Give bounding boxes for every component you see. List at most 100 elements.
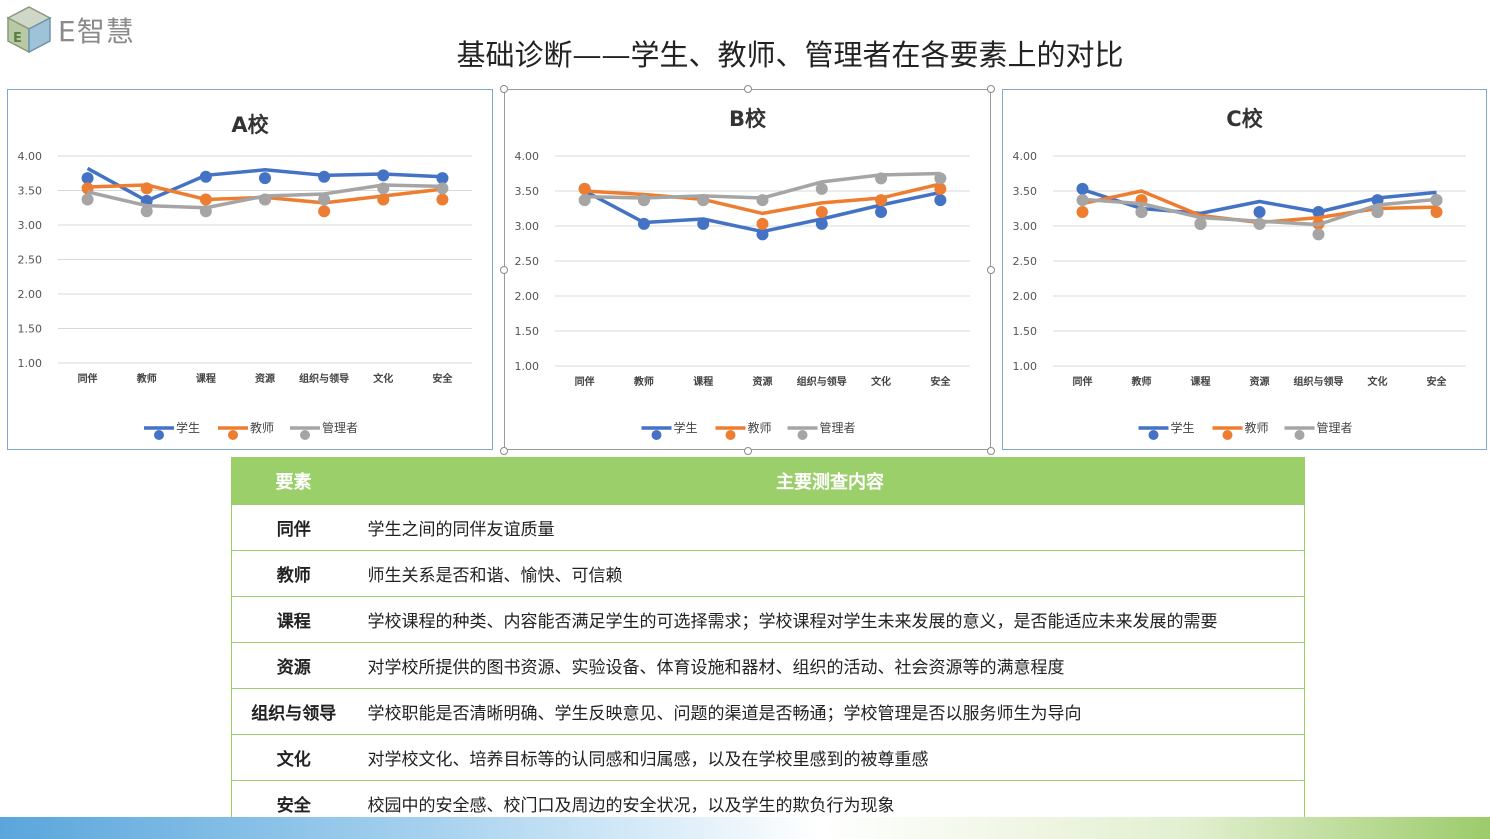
resize-handle-tr[interactable] <box>987 85 995 93</box>
legend-label-admin: 管理者 <box>1317 420 1353 435</box>
data-point-student <box>934 194 947 207</box>
legend-label-admin: 管理者 <box>322 420 358 435</box>
y-tick-label: 1.50 <box>18 323 43 336</box>
y-tick-label: 3.00 <box>515 220 540 233</box>
legend-label-teacher: 教师 <box>250 420 274 435</box>
data-point-admin <box>1371 206 1384 218</box>
brand-name: E智慧 <box>58 15 135 48</box>
x-tick-label: 课程 <box>196 372 216 385</box>
x-tick-label: 教师 <box>136 372 157 385</box>
data-point-admin <box>934 172 947 185</box>
row-content: 对学校文化、培养目标等的认同感和归属感，以及在学校里感到的被尊重感 <box>355 734 1305 781</box>
legend-label-student: 学生 <box>1171 420 1195 435</box>
data-point-admin <box>637 194 650 207</box>
x-tick-label: 教师 <box>633 375 654 388</box>
row-content: 师生关系是否和谐、愉快、可信赖 <box>355 550 1305 597</box>
y-tick-label: 1.00 <box>1013 360 1038 373</box>
brand-logo: E E智慧 <box>4 4 154 56</box>
legend-marker-teacher <box>1222 430 1233 440</box>
data-point-student <box>377 169 390 182</box>
legend-marker-student <box>1148 430 1159 440</box>
resize-handle-tc[interactable] <box>744 85 752 93</box>
y-tick-label: 4.00 <box>515 150 540 163</box>
data-point-admin <box>377 182 390 195</box>
y-tick-label: 1.50 <box>515 325 540 338</box>
table-row: 教师 师生关系是否和谐、愉快、可信赖 <box>231 550 1305 597</box>
data-point-teacher <box>934 182 947 195</box>
x-tick-label: 组织与领导 <box>299 372 349 385</box>
data-point-student <box>756 228 769 241</box>
row-element: 课程 <box>231 596 356 643</box>
y-tick-label: 3.50 <box>515 185 540 198</box>
data-point-student <box>1253 206 1266 218</box>
y-tick-label: 2.50 <box>515 255 540 268</box>
element-table: 要素 主要测查内容 同伴 学生之间的同伴友谊质量 教师 师生关系是否和谐、愉快、… <box>231 457 1305 827</box>
data-point-student <box>436 172 449 185</box>
resize-handle-br[interactable] <box>987 447 995 455</box>
data-point-admin <box>578 194 591 207</box>
x-tick-label: 课程 <box>1191 375 1211 388</box>
row-element: 同伴 <box>231 504 356 551</box>
table-row: 同伴 学生之间的同伴友谊质量 <box>231 504 1305 551</box>
legend-marker-admin <box>797 430 808 440</box>
x-tick-label: 资源 <box>255 372 275 385</box>
x-tick-label: 资源 <box>753 375 773 388</box>
y-tick-label: 3.50 <box>18 185 43 198</box>
data-point-admin <box>1253 217 1266 230</box>
chart-school-b[interactable]: B校 4.00 3.50 3.00 2.50 2.00 1.50 1.00 同伴 教师 课程 资源 组织… <box>504 89 991 450</box>
x-tick-label: 安全 <box>1427 375 1448 388</box>
chart-title: C校 <box>1226 107 1263 131</box>
row-element: 资源 <box>231 642 356 689</box>
data-point-teacher <box>199 193 212 206</box>
chart-school-a[interactable]: A校 4.00 3.50 3.00 2.50 2.00 1.50 1.00 同伴 教师 课程 资源 组织… <box>7 89 493 450</box>
legend-marker-student <box>154 430 164 440</box>
header-content: 主要测查内容 <box>355 457 1305 505</box>
resize-handle-ml[interactable] <box>500 266 508 274</box>
chart-school-c[interactable]: C校 4.00 3.50 3.00 2.50 2.00 1.50 1.00 同伴 教师 课程 资源 组织… <box>1002 89 1487 450</box>
data-point-admin <box>199 205 212 218</box>
y-tick-label: 1.50 <box>1013 325 1038 338</box>
data-point-teacher <box>318 205 331 218</box>
resize-handle-bl[interactable] <box>500 447 508 455</box>
data-point-admin <box>259 193 271 206</box>
data-point-student <box>1076 182 1089 195</box>
data-point-teacher <box>377 193 390 206</box>
data-point-admin <box>1194 217 1207 230</box>
resize-handle-mr[interactable] <box>987 266 995 274</box>
y-tick-label: 2.50 <box>18 254 43 267</box>
resize-handle-tl[interactable] <box>500 85 508 93</box>
data-point-admin <box>1135 206 1148 218</box>
legend-label-admin: 管理者 <box>820 420 856 435</box>
row-content: 对学校所提供的图书资源、实验设备、体育设施和器材、组织的活动、社会资源等的满意程… <box>355 642 1305 689</box>
legend-marker-teacher <box>725 430 736 440</box>
x-tick-label: 文化 <box>871 375 891 388</box>
data-point-student <box>259 172 271 185</box>
y-tick-label: 2.50 <box>1013 255 1038 268</box>
data-point-teacher <box>815 206 828 218</box>
table-row: 文化 对学校文化、培养目标等的认同感和归属感，以及在学校里感到的被尊重感 <box>231 734 1305 781</box>
resize-handle-bc[interactable] <box>744 447 752 455</box>
x-tick-label: 文化 <box>1368 375 1388 388</box>
y-tick-label: 2.00 <box>18 288 43 301</box>
row-element: 文化 <box>231 734 356 781</box>
legend-marker-admin <box>1294 430 1305 440</box>
x-tick-label: 安全 <box>930 375 951 388</box>
data-point-teacher <box>756 217 769 230</box>
cube-logo-icon: E <box>6 6 52 54</box>
x-tick-label: 同伴 <box>1073 375 1093 388</box>
data-point-student <box>1312 206 1325 218</box>
data-point-student <box>815 217 828 230</box>
x-tick-label: 课程 <box>693 375 713 388</box>
data-point-teacher <box>578 182 591 195</box>
data-point-admin <box>140 205 153 218</box>
x-tick-label: 组织与领导 <box>1294 375 1344 388</box>
legend-label-teacher: 教师 <box>748 420 772 435</box>
y-tick-label: 4.00 <box>1013 150 1038 163</box>
y-tick-label: 1.00 <box>515 360 540 373</box>
footer-gradient-bar <box>0 817 1490 839</box>
y-tick-label: 3.00 <box>18 219 43 232</box>
data-point-admin <box>436 182 449 195</box>
